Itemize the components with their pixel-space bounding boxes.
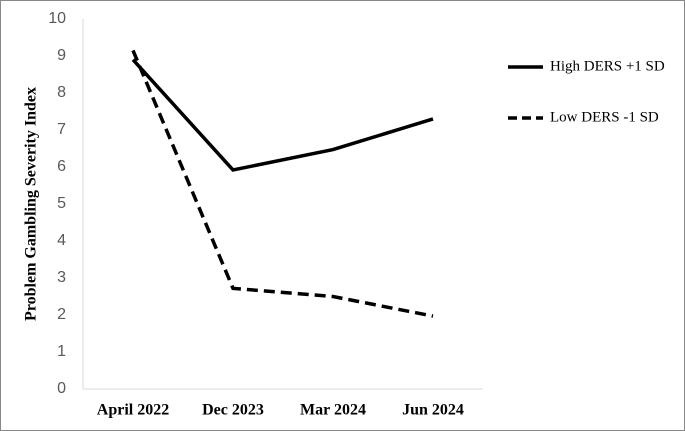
- line-series: [131, 58, 434, 172]
- y-axis-label: Problem Gambling Severity Index: [23, 87, 40, 321]
- legend-label: High DERS +1 SD: [550, 58, 665, 74]
- y-tick-label: 10: [48, 10, 66, 27]
- x-tick-label: April 2022: [97, 402, 169, 419]
- y-tick-label: 9: [57, 47, 66, 64]
- x-tick-label: Mar 2024: [300, 402, 366, 419]
- y-tick-label: 7: [57, 121, 66, 138]
- y-tick-label: 6: [57, 158, 66, 175]
- y-tick-label: 0: [57, 380, 66, 397]
- legend-label: Low DERS -1 SD: [550, 109, 659, 125]
- y-tick-label: 5: [57, 195, 66, 212]
- y-tick-label: 1: [57, 343, 66, 360]
- y-tick-label: 3: [57, 269, 66, 286]
- x-tick-label: Dec 2023: [202, 402, 264, 419]
- line-series: [131, 49, 434, 318]
- y-tick-label: 4: [57, 232, 66, 249]
- x-tick-label: Jun 2024: [402, 402, 464, 419]
- y-tick-label: 8: [57, 84, 66, 101]
- y-tick-label: 2: [57, 306, 66, 323]
